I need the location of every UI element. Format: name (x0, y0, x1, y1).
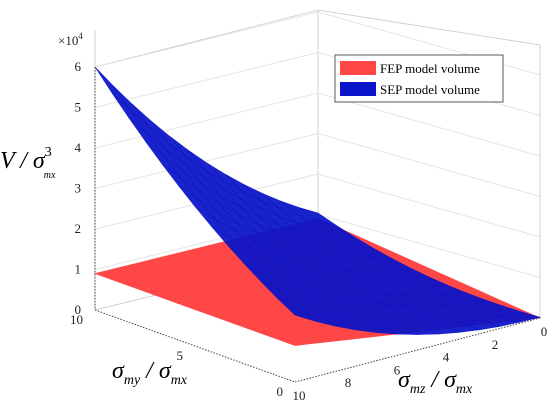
z-axis-label-main: V / σ (0, 148, 46, 174)
y-axis-label-a-sub: my (124, 373, 141, 388)
x-axis-label-b-sub: mx (456, 382, 473, 397)
x-tick-label: 2 (492, 337, 499, 352)
z-tick-label: 2 (75, 221, 82, 236)
y-axis-label: σmy / σmx (112, 358, 188, 388)
z-multiplier-exp: 4 (78, 31, 83, 41)
floor-axes (94, 67, 541, 383)
z-tick-label: 5 (75, 100, 82, 115)
x-axis-label-b: / σ (425, 367, 457, 393)
legend-swatch-sep (340, 82, 376, 96)
y-tick-label: 10 (70, 312, 83, 327)
y-axis-label-b: / σ (140, 358, 172, 384)
z-axis-label: V / σ3 mx (0, 145, 56, 181)
y-tick-labels: 0 5 10 (70, 312, 283, 399)
x-axis-label-a-sub: mz (410, 382, 426, 397)
legend-label-sep: SEP model volume (380, 82, 480, 97)
z-tick-label: 3 (75, 181, 82, 196)
legend-swatch-fep (340, 61, 376, 75)
z-multiplier-base: ×10 (58, 33, 78, 48)
legend-label-fep: FEP model volume (380, 61, 480, 76)
y-tick-label: 5 (177, 348, 184, 363)
y-axis-label-b-sub: mx (171, 373, 188, 388)
z-axis-label-sub: mx (44, 170, 56, 181)
z-tick-label: 4 (75, 140, 82, 155)
z-tick-label: 1 (75, 262, 82, 277)
z-axis-label-sup: 3 (45, 145, 52, 160)
y-tick-label: 0 (277, 384, 284, 399)
surface-sep (94, 66, 542, 335)
z-tick-label: 0 (75, 302, 82, 317)
x-tick-label: 6 (394, 362, 401, 377)
grid-line-z-2 (94, 173, 541, 238)
x-tick-label: 10 (293, 388, 306, 401)
x-tick-label: 4 (443, 350, 450, 365)
surface-patch (500, 311, 542, 323)
z-tick-labels: 0 1 2 3 4 5 6 (75, 59, 82, 317)
x-axis-label: σmz / σmx (398, 367, 473, 397)
grid-line-z-4 (94, 92, 541, 157)
z-multiplier: ×104 (58, 31, 83, 48)
surfaces (93, 66, 542, 346)
x-tick-labels: 0 2 4 6 8 10 (293, 324, 548, 401)
x-tick-label: 0 (541, 324, 548, 339)
grid-line-z-6 (94, 11, 541, 76)
surface-patch (94, 66, 131, 111)
legend: FEP model volume SEP model volume (334, 54, 504, 103)
x-tick-label: 8 (345, 375, 352, 390)
z-tick-label: 6 (75, 59, 82, 74)
x-axis-label-a: σ (398, 367, 411, 393)
y-axis-label-a: σ (112, 358, 125, 384)
